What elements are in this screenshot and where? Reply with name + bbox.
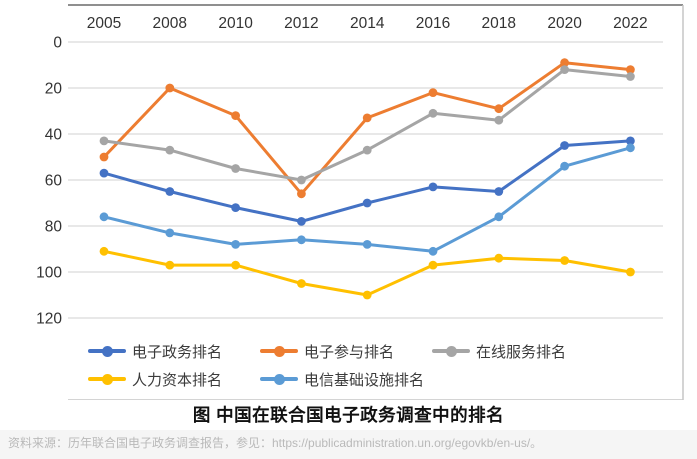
series-telecom-infrastructure-ranking-point bbox=[494, 212, 504, 222]
series-e-participation-ranking-point bbox=[494, 104, 504, 114]
x-tick-label: 2020 bbox=[547, 15, 582, 32]
series-human-capital-ranking-point bbox=[362, 290, 372, 300]
series-e-government-ranking-point bbox=[362, 198, 372, 208]
series-telecom-infrastructure-ranking-point bbox=[231, 240, 241, 249]
x-tick-label: 2008 bbox=[153, 15, 187, 32]
series-telecom-infrastructure-ranking-point bbox=[428, 246, 438, 256]
series-e-government-ranking-point bbox=[626, 136, 635, 146]
series-e-participation-ranking-point bbox=[428, 88, 438, 97]
y-tick-label: 80 bbox=[45, 219, 63, 236]
series-telecom-infrastructure-ranking-point bbox=[626, 143, 635, 153]
series-telecom-infrastructure-ranking-point bbox=[165, 228, 175, 238]
x-tick-label: 2012 bbox=[284, 15, 318, 32]
series-online-services-ranking-point bbox=[494, 115, 504, 125]
y-tick-label: 40 bbox=[45, 127, 63, 144]
x-tick-label: 2016 bbox=[416, 15, 450, 32]
series-e-participation-ranking-point bbox=[165, 83, 175, 93]
series-online-services-ranking-point bbox=[99, 136, 109, 146]
x-tick-label: 2022 bbox=[613, 15, 647, 32]
series-online-services-ranking-point bbox=[297, 175, 306, 185]
series-e-participation-ranking-point bbox=[362, 113, 372, 123]
series-e-participation-ranking-point bbox=[99, 152, 109, 162]
y-tick-label: 60 bbox=[45, 173, 63, 190]
series-e-government-ranking-point bbox=[494, 187, 504, 196]
series-human-capital-ranking-point bbox=[494, 253, 504, 263]
x-tick-label: 2010 bbox=[218, 15, 253, 32]
y-tick-label: 100 bbox=[36, 265, 62, 282]
series-e-government-ranking-point bbox=[560, 141, 569, 150]
figure-caption: 图 中国在联合国电子政务调查中的排名 bbox=[192, 405, 505, 425]
y-tick-label: 20 bbox=[45, 81, 63, 98]
series-human-capital-ranking-point bbox=[626, 267, 635, 277]
series-online-services-ranking-point bbox=[428, 108, 438, 118]
series-e-participation-ranking-point bbox=[560, 58, 569, 68]
series-human-capital-ranking-point bbox=[99, 246, 109, 256]
series-line-human-capital-ranking bbox=[102, 249, 632, 297]
series-line-e-participation-ranking bbox=[102, 61, 632, 196]
x-tick-label: 2018 bbox=[482, 15, 516, 32]
series-online-services-ranking-point bbox=[362, 145, 372, 155]
x-tick-label: 2014 bbox=[350, 15, 385, 32]
series-e-government-ranking-point bbox=[231, 203, 241, 213]
series-human-capital-ranking-point bbox=[297, 279, 306, 288]
series-telecom-infrastructure-ranking-point bbox=[362, 240, 372, 249]
series-telecom-infrastructure-ranking-point bbox=[297, 235, 306, 245]
series-human-capital-ranking-point bbox=[428, 260, 438, 270]
series-e-participation-ranking-point bbox=[297, 189, 306, 199]
series-telecom-infrastructure-ranking-point bbox=[560, 161, 569, 171]
series-e-government-ranking-point bbox=[297, 217, 306, 226]
y-tick-label: 0 bbox=[53, 35, 62, 52]
series-e-government-ranking-point bbox=[428, 182, 438, 192]
series-e-participation-ranking-point bbox=[231, 111, 241, 120]
series-online-services-ranking-point bbox=[626, 72, 635, 81]
series-line-online-services-ranking bbox=[102, 68, 632, 182]
series-e-government-ranking-point bbox=[99, 168, 109, 178]
series-human-capital-ranking-point bbox=[560, 256, 569, 265]
series-human-capital-ranking-point bbox=[231, 260, 241, 270]
series-telecom-infrastructure-ranking-point bbox=[99, 212, 109, 222]
series-online-services-ranking-point bbox=[231, 164, 241, 173]
x-tick-label: 2005 bbox=[87, 15, 121, 32]
series-human-capital-ranking-point bbox=[165, 260, 175, 270]
series-e-government-ranking-point bbox=[165, 187, 175, 196]
line-chart: 0 20 40 60 80 100 120 2005 2008 2010 2012 2014 2016 2… bbox=[36, 4, 684, 400]
y-tick-label: 120 bbox=[36, 311, 62, 328]
series-online-services-ranking-point bbox=[165, 145, 175, 155]
series-e-participation-ranking-point bbox=[626, 65, 635, 74]
series-online-services-ranking-point bbox=[560, 65, 569, 74]
source-note: 资料来源：历年联合国电子政务调查报告，参见：https://publicadmi… bbox=[0, 430, 697, 459]
